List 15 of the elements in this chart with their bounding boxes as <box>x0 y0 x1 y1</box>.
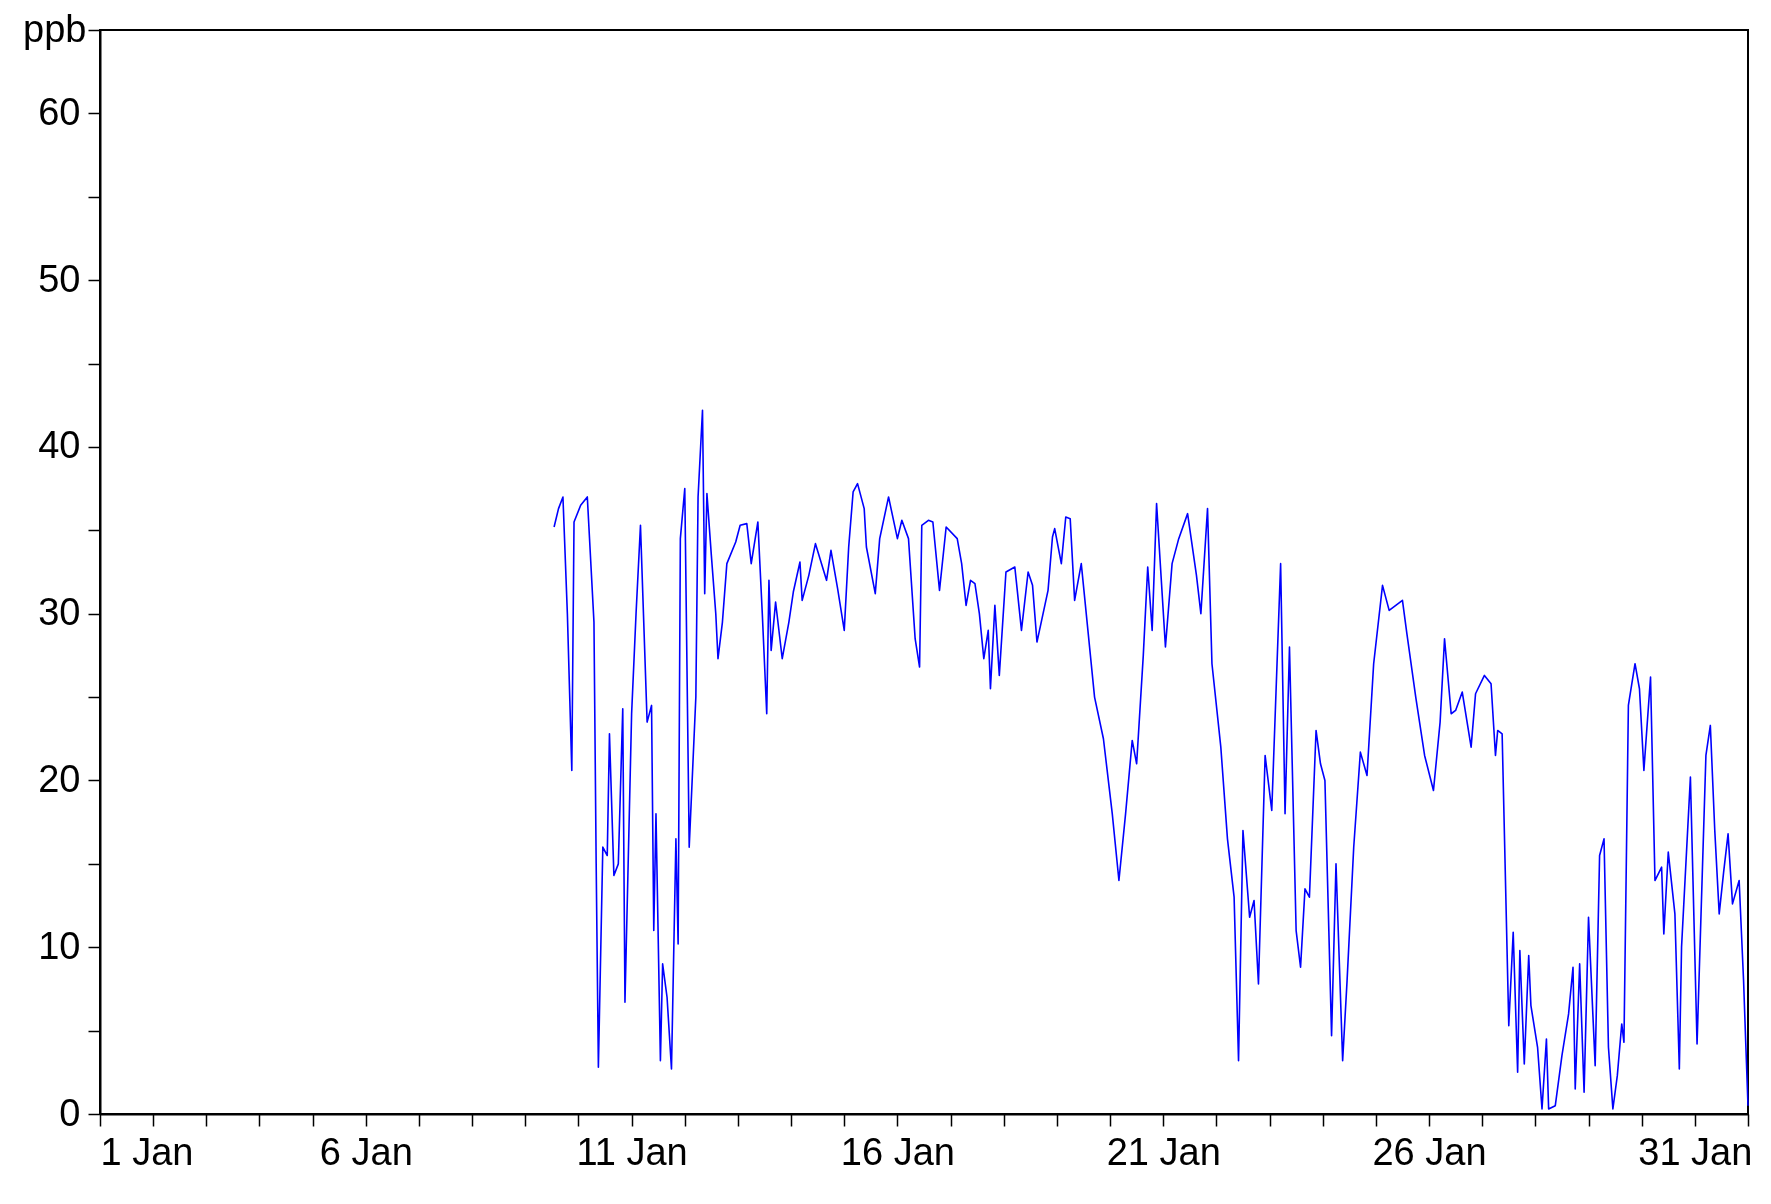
y-tick-label: 30 <box>38 591 81 634</box>
x-tick-label: 26 Jan <box>1372 1130 1487 1173</box>
y-tick-label: 40 <box>38 424 81 467</box>
x-tick-label: 16 Jan <box>840 1130 955 1173</box>
y-tick-label: 50 <box>38 257 81 300</box>
y-tick-label: 60 <box>38 90 81 133</box>
x-tick-label: 1 Jan <box>100 1130 194 1173</box>
y-tick-label: 0 <box>59 1091 81 1134</box>
x-tick-label: 6 Jan <box>319 1130 413 1173</box>
x-tick-label: 31 Jan <box>1638 1130 1753 1173</box>
y-tick-label: 20 <box>38 757 81 800</box>
y-tick-label: 10 <box>38 924 81 967</box>
y-axis-title: ppb <box>23 7 87 50</box>
x-tick-label: 21 Jan <box>1106 1130 1221 1173</box>
x-tick-label: 11 Jan <box>576 1130 688 1173</box>
